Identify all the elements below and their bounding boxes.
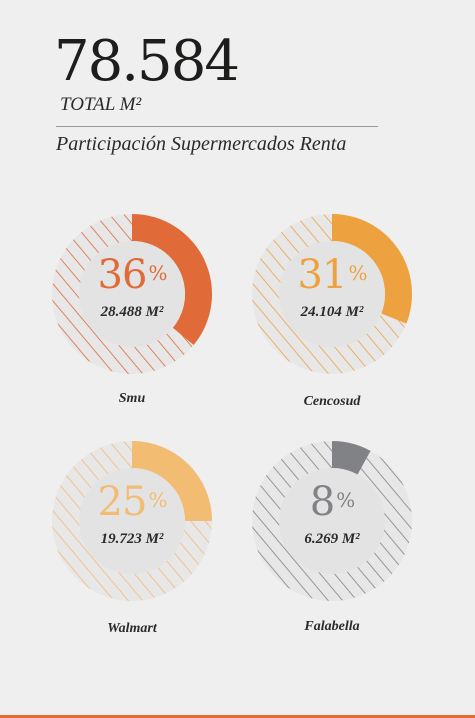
chart-title: Participación Supermercados Renta bbox=[56, 133, 347, 155]
donut-walmart-name: Walmart bbox=[107, 621, 157, 636]
donut-smu-share-segment bbox=[132, 214, 212, 345]
donut-walmart-area: 19.723 M² bbox=[100, 531, 164, 547]
donut-smu-graphic bbox=[52, 214, 212, 374]
donut-falabella-center bbox=[279, 468, 385, 574]
donut-cencosud-graphic bbox=[252, 214, 412, 374]
donut-falabella-percentage: 8% bbox=[309, 479, 355, 525]
donut-chart-falabella: 8% 6.269 M² bbox=[247, 436, 417, 606]
donut-walmart-percentage: 25% bbox=[97, 479, 168, 525]
total-area-value: 78.584 bbox=[54, 29, 240, 94]
donut-smu-area: 28.488 M² bbox=[100, 304, 164, 320]
donut-smu-percentage: 36% bbox=[97, 252, 168, 298]
donut-chart-walmart: 25% 19.723 M² bbox=[47, 436, 217, 606]
donut-walmart-center bbox=[79, 468, 185, 574]
donut-walmart-graphic bbox=[52, 441, 212, 601]
donut-falabella-share-segment bbox=[332, 441, 371, 475]
donut-cencosud-percentage: 31% bbox=[297, 252, 368, 298]
donut-cencosud-name: Cencosud bbox=[303, 394, 361, 409]
donut-falabella-graphic bbox=[252, 441, 412, 601]
donut-smu-name: Smu bbox=[118, 391, 146, 406]
donut-falabella-name: Falabella bbox=[304, 619, 360, 634]
donut-walmart-share-segment bbox=[132, 441, 212, 521]
donut-chart-smu: 36% 28.488 M² bbox=[47, 209, 217, 379]
total-area-label: TOTAL M² bbox=[60, 94, 142, 115]
donut-falabella-area: 6.269 M² bbox=[304, 531, 360, 547]
donut-cencosud-center bbox=[279, 241, 385, 347]
donut-chart-cencosud: 31% 24.104 M² bbox=[247, 209, 417, 379]
donut-cencosud-share-segment bbox=[332, 214, 412, 324]
donut-cencosud-area: 24.104 M² bbox=[300, 304, 364, 320]
bottom-accent-line bbox=[0, 715, 475, 718]
donut-smu-center bbox=[79, 241, 185, 347]
header-divider bbox=[56, 126, 378, 127]
